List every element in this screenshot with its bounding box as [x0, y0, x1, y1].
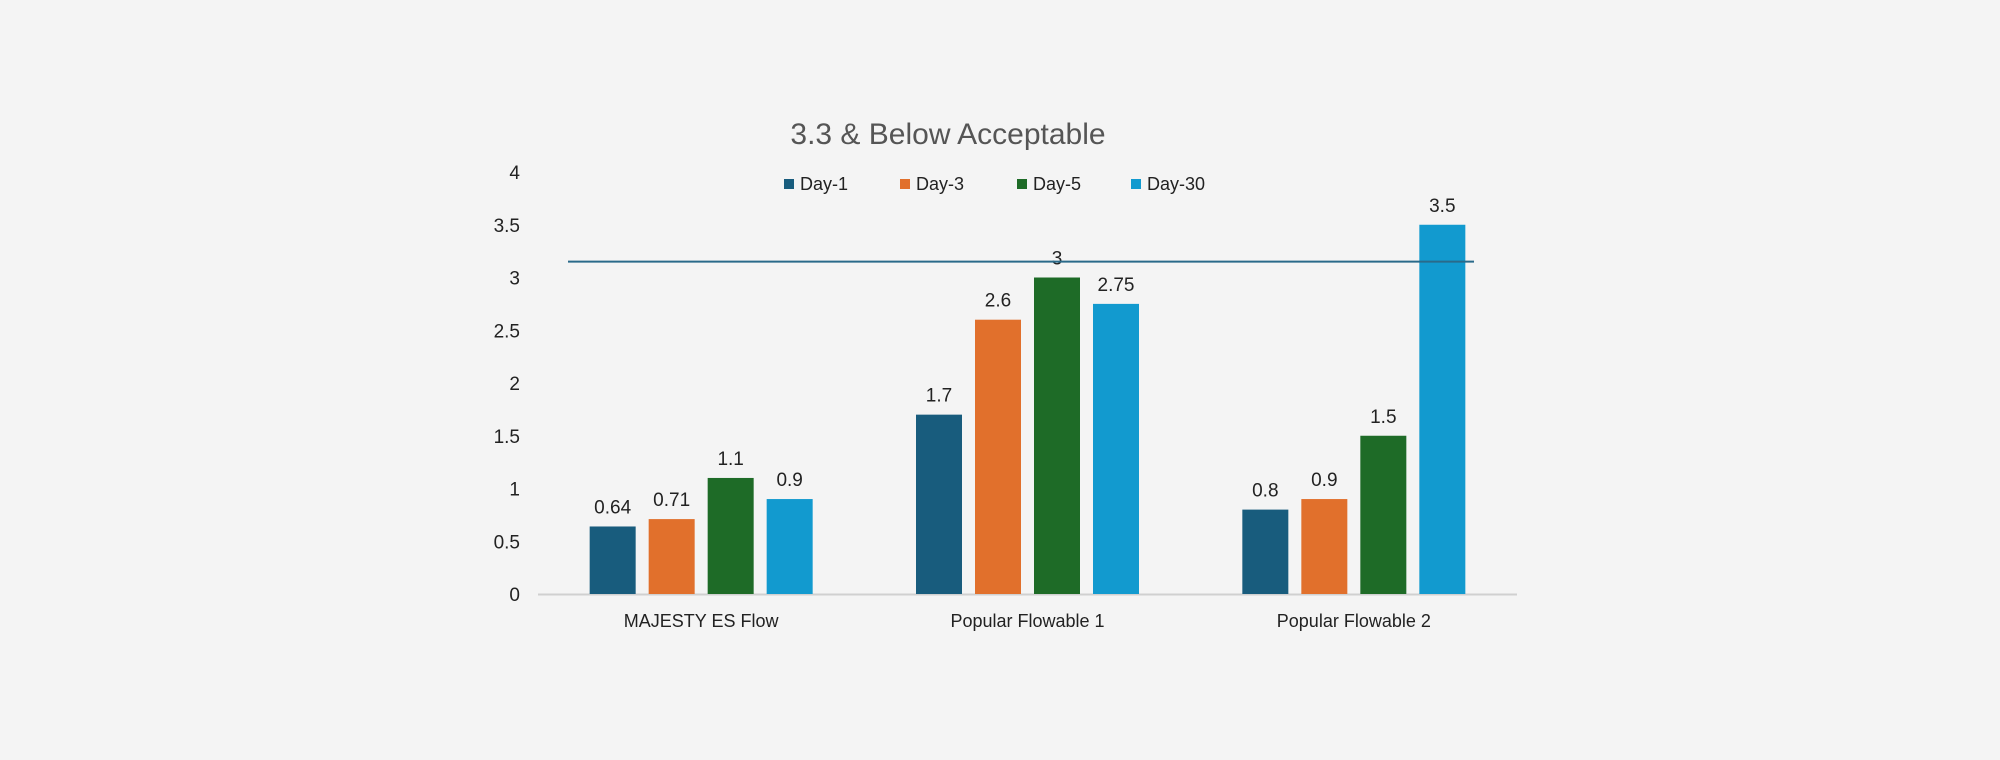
- x-axis: MAJESTY ES Flow Popular Flowable 1 Popular…: [538, 593, 1517, 631]
- y-axis: 0 0.5 1 1.5 2 2.5 3 3.5 4: [494, 163, 521, 606]
- y-tick-label: 3.5: [494, 216, 520, 237]
- data-label: 2.75: [1098, 275, 1135, 296]
- data-label: 0.9: [1311, 470, 1337, 491]
- y-tick-label: 0: [509, 585, 520, 606]
- y-tick-label: 2.5: [494, 321, 520, 342]
- bar-day-30: [1093, 303, 1139, 594]
- bar-day-1: [1242, 509, 1289, 594]
- bar-day-30: [766, 499, 813, 594]
- y-tick-label: 2: [509, 374, 520, 395]
- bars: 0.64 0.71 1.1 0.9 1.7 2.6 3 2.75 0.8 0.9 1.5 3.5: [589, 196, 1466, 594]
- legend-label: Day-5: [1033, 174, 1081, 194]
- bar-day-3: [1301, 499, 1348, 594]
- bar-day-3: [648, 519, 695, 594]
- data-label: 2.6: [985, 291, 1011, 312]
- legend-swatch: [784, 179, 794, 189]
- bar-day-1: [589, 526, 636, 594]
- y-tick-label: 3: [509, 269, 520, 290]
- data-label: 0.64: [594, 497, 631, 518]
- legend: Day-1 Day-3 Day-5 Day-30: [784, 174, 1205, 194]
- x-category-label: Popular Flowable 1: [950, 611, 1104, 631]
- legend-swatch: [900, 179, 910, 189]
- y-tick-label: 1.5: [494, 427, 520, 448]
- legend-label: Day-3: [916, 174, 964, 194]
- data-label: 1.1: [717, 449, 743, 470]
- data-label: 3.5: [1429, 196, 1455, 217]
- y-tick-label: 0.5: [494, 532, 520, 553]
- data-label: 0.8: [1252, 481, 1278, 502]
- data-label: 0.71: [653, 490, 690, 511]
- data-label: 3: [1052, 249, 1063, 270]
- bar-day-30: [1419, 224, 1466, 594]
- legend-label: Day-30: [1147, 174, 1205, 194]
- legend-swatch: [1017, 179, 1027, 189]
- data-label: 1.5: [1370, 407, 1396, 428]
- bar-day-5: [1034, 277, 1080, 594]
- x-category-label: MAJESTY ES Flow: [624, 611, 780, 631]
- y-tick-label: 4: [509, 163, 520, 184]
- bar-day-5: [707, 477, 754, 594]
- legend-swatch: [1131, 179, 1141, 189]
- data-label: 1.7: [926, 386, 952, 407]
- data-label: 0.9: [776, 470, 802, 491]
- legend-label: Day-1: [800, 174, 848, 194]
- x-category-label: Popular Flowable 2: [1277, 611, 1431, 631]
- bar-day-1: [916, 414, 962, 594]
- chart-title: 3.3 & Below Acceptable: [790, 118, 1105, 151]
- bar-day-5: [1360, 435, 1407, 594]
- y-tick-label: 1: [509, 480, 520, 501]
- bar-day-3: [975, 319, 1021, 594]
